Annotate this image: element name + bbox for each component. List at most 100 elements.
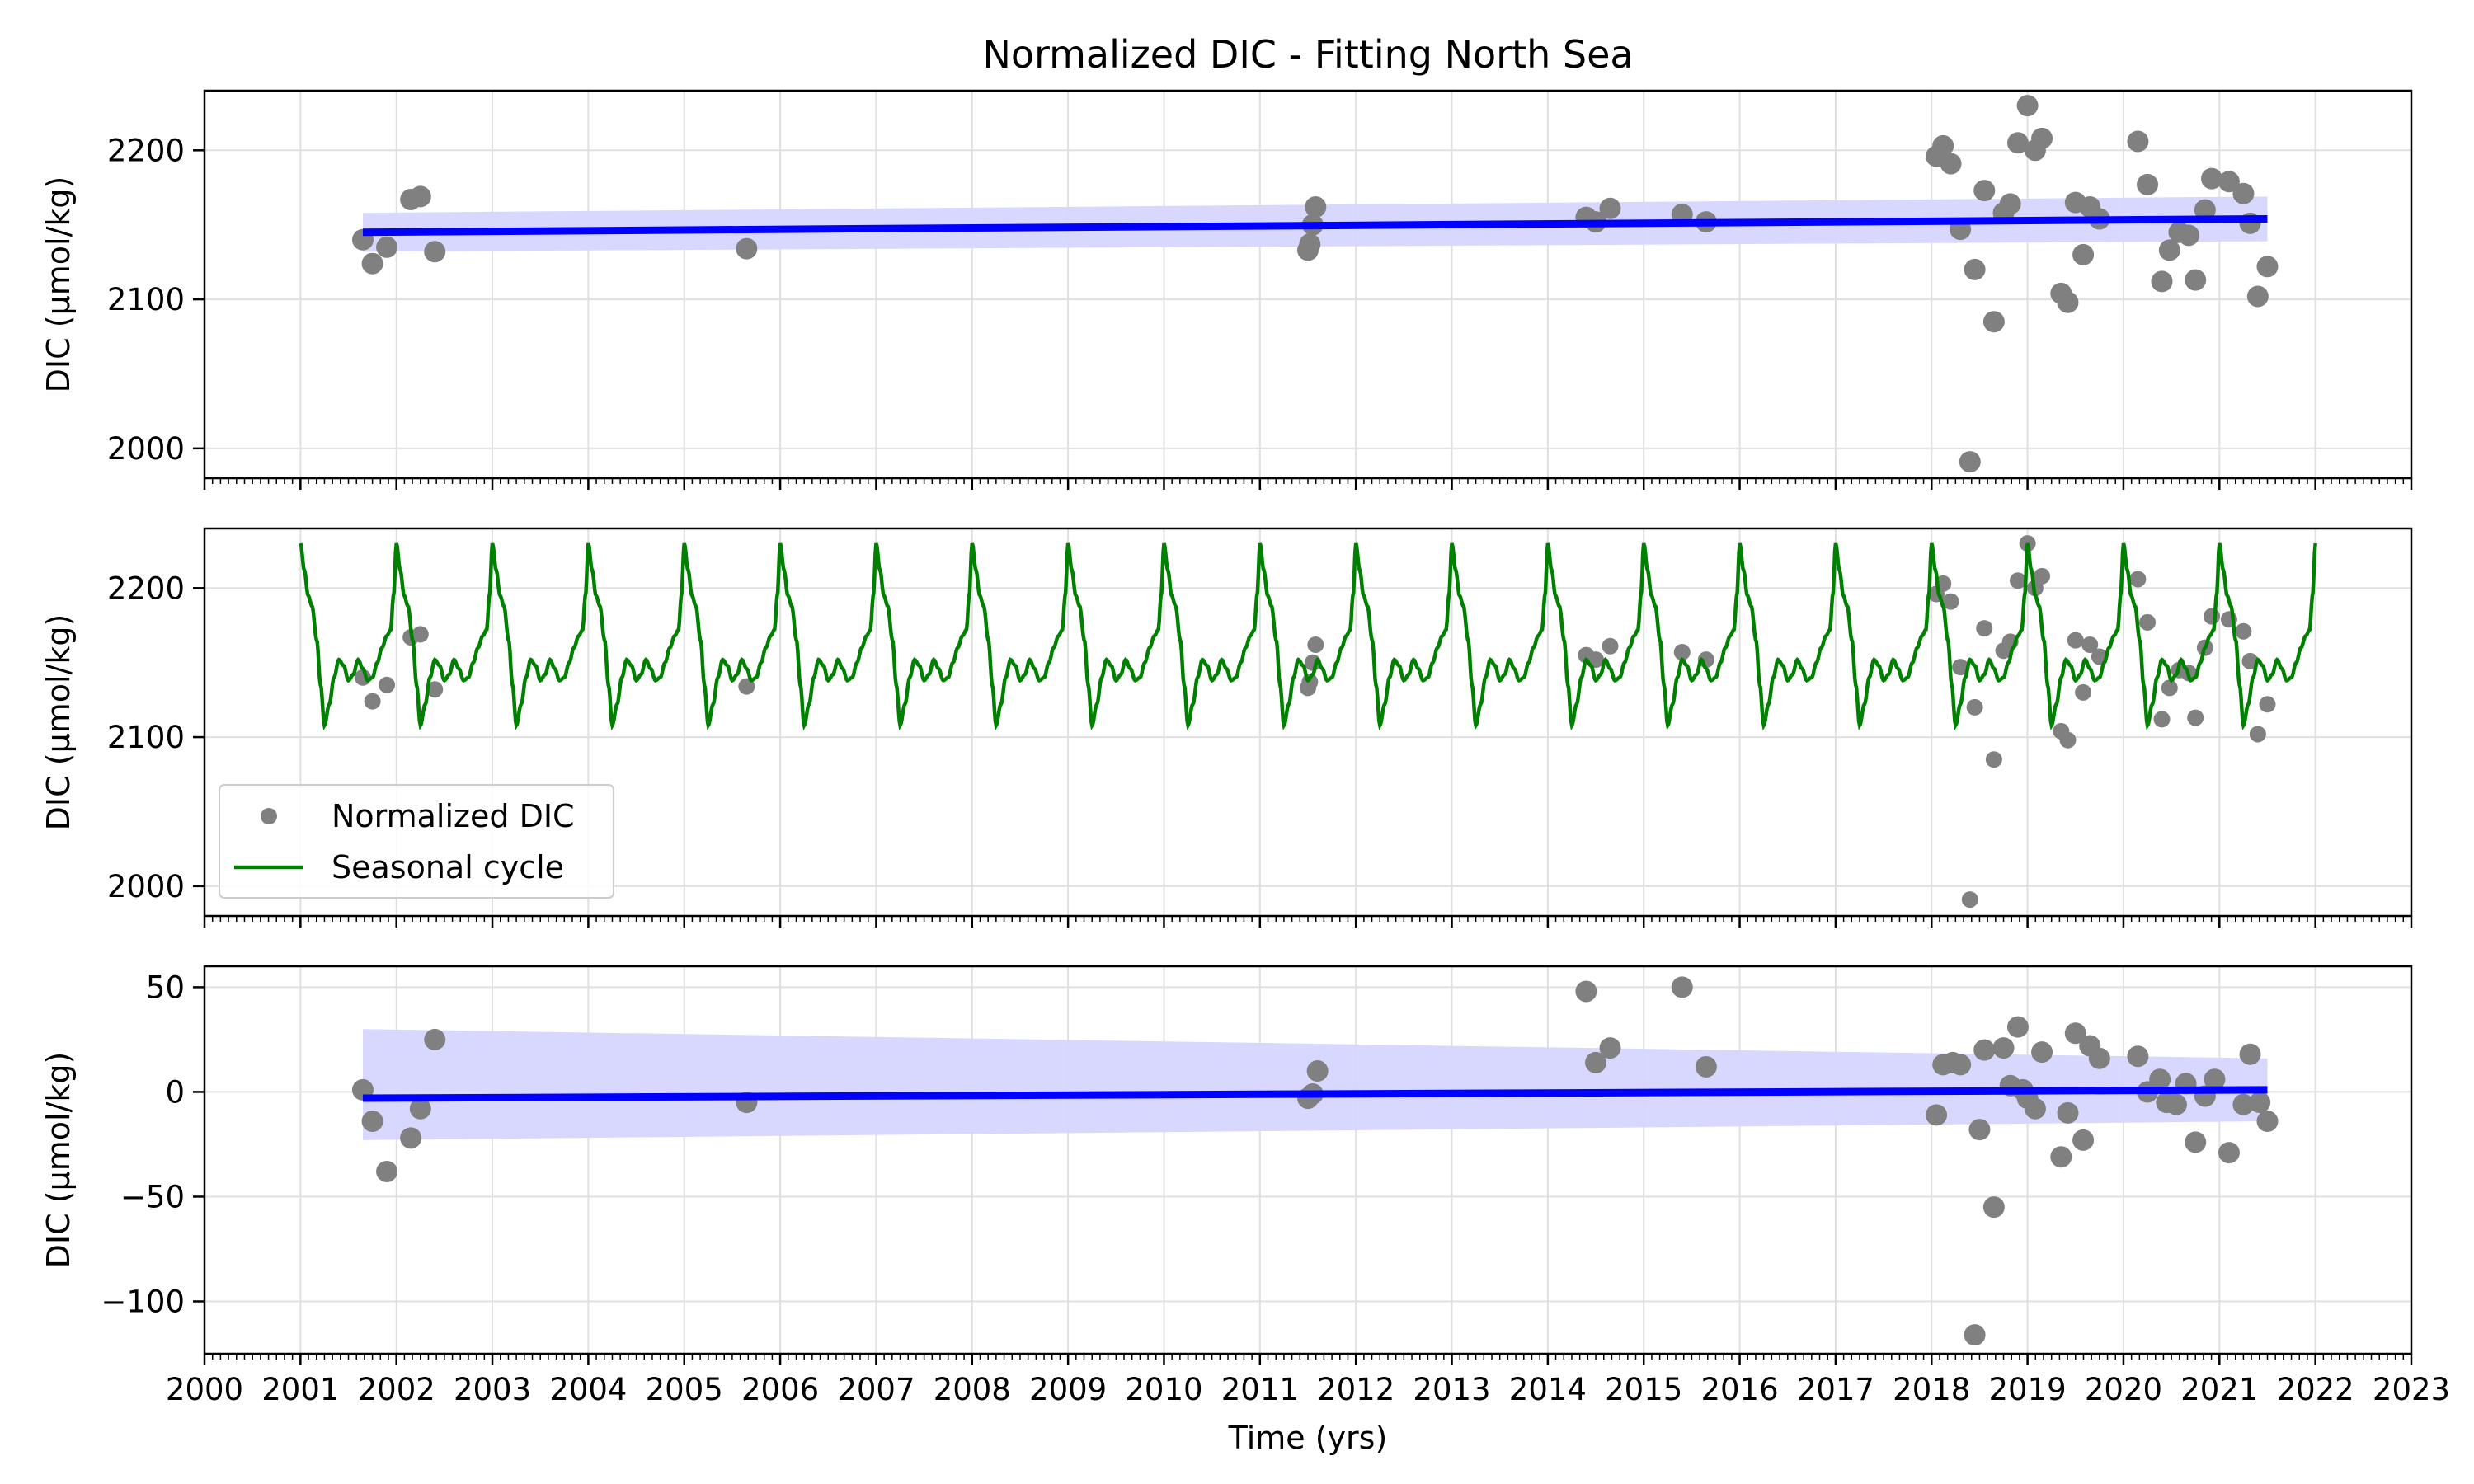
data-point — [1587, 651, 1605, 669]
data-point — [2204, 1068, 2226, 1091]
data-point — [376, 236, 398, 258]
data-point — [1599, 197, 1621, 219]
data-point — [2246, 285, 2269, 308]
data-point — [2064, 1022, 2086, 1045]
data-point — [424, 241, 446, 263]
data-point — [1985, 751, 2002, 768]
data-point — [2259, 696, 2276, 713]
data-point — [361, 1111, 383, 1132]
data-point — [2256, 1111, 2279, 1132]
x-tick-label: 2021 — [2180, 1372, 2258, 1407]
data-point — [2239, 1043, 2261, 1065]
panel-middle: 2000 2100 2200 DIC (µmol/kg) Normalized DIC S… — [40, 527, 2413, 928]
x-tick-label: 2012 — [1317, 1372, 1395, 1407]
data-point — [2153, 711, 2171, 728]
chart-title: Normalized DIC - Fitting North Sea — [982, 32, 1633, 77]
x-tick-label: 2009 — [1029, 1372, 1107, 1407]
data-point — [1307, 636, 1324, 653]
x-tick-label: 2003 — [454, 1372, 531, 1407]
data-point — [409, 1097, 431, 1120]
data-point — [2006, 132, 2029, 154]
x-tick-label: 2013 — [1413, 1372, 1490, 1407]
data-point — [409, 186, 431, 208]
data-point — [1673, 644, 1691, 661]
data-point — [2232, 1093, 2255, 1115]
data-point — [2059, 731, 2077, 749]
data-point — [2178, 224, 2200, 247]
y-tick-label: 2200 — [107, 571, 185, 606]
y-axis-label: DIC (µmol/kg) — [40, 176, 77, 393]
data-point — [1968, 1119, 1991, 1141]
data-point — [2057, 291, 2079, 313]
data-point — [2072, 243, 2095, 265]
data-point — [1992, 1037, 2015, 1059]
panel-top: 2000 2100 2200 DIC (µmol/kg) — [40, 89, 2413, 490]
data-point — [2024, 1097, 2046, 1120]
data-point — [376, 1160, 398, 1182]
data-point — [1695, 1055, 1717, 1078]
x-tick-label: 2002 — [358, 1372, 435, 1407]
x-tick-label: 2001 — [261, 1372, 339, 1407]
data-point — [424, 1028, 446, 1050]
data-point — [361, 252, 383, 275]
data-point — [1973, 1039, 1996, 1061]
x-tick-label: 2007 — [837, 1372, 915, 1407]
x-tick-label: 2022 — [2277, 1372, 2354, 1407]
y-tick-label: −50 — [120, 1179, 185, 1214]
data-point — [1976, 620, 1993, 637]
data-point — [2075, 683, 2092, 701]
data-point — [412, 626, 429, 643]
legend: Normalized DIC Seasonal cycle — [219, 784, 614, 899]
data-point — [2218, 1142, 2240, 1164]
trend-line — [362, 214, 2268, 237]
data-point — [2185, 269, 2207, 291]
data-point — [2218, 171, 2240, 193]
data-point — [1982, 1196, 2005, 1219]
x-tick-label: 2015 — [1605, 1372, 1682, 1407]
legend-frame — [219, 784, 614, 899]
y-axis-label: DIC (µmol/kg) — [40, 614, 77, 831]
data-point — [1964, 258, 1986, 280]
data-point — [1575, 980, 1597, 1003]
data-point — [1961, 891, 1978, 909]
data-point — [1585, 1051, 1607, 1073]
data-point — [1942, 593, 1959, 610]
data-point — [2137, 173, 2159, 195]
data-point — [2158, 239, 2180, 261]
data-point — [1926, 1104, 1948, 1126]
x-tick-label: 2010 — [1125, 1372, 1202, 1407]
data-point — [2235, 622, 2252, 640]
data-point — [2127, 130, 2149, 153]
data-point — [2067, 632, 2084, 649]
x-tick-label: 2011 — [1221, 1372, 1299, 1407]
data-point — [2256, 256, 2279, 278]
data-point — [2149, 1068, 2171, 1091]
data-point — [2072, 1129, 2095, 1151]
data-point — [1602, 637, 1619, 655]
data-point — [2050, 1146, 2072, 1168]
panel-bottom: 50 0 −50 −100 DIC (µmol/kg) 2000 2001 2002 2003 2… — [40, 965, 2450, 1407]
y-tick-label: 2100 — [107, 282, 185, 317]
x-tick-label: 2017 — [1797, 1372, 1874, 1407]
data-point — [1671, 976, 1693, 998]
data-point — [400, 1127, 422, 1149]
y-tick-label: 2200 — [107, 133, 185, 168]
legend-label-seasonal: Seasonal cycle — [332, 849, 564, 885]
y-tick-label: 2000 — [107, 869, 185, 904]
data-point — [736, 237, 758, 260]
data-point — [2194, 199, 2216, 221]
data-point — [2057, 1101, 2079, 1124]
data-point — [2129, 571, 2147, 588]
data-point — [2016, 95, 2039, 117]
y-tick-label: 2000 — [107, 431, 185, 467]
data-point — [1305, 196, 1327, 218]
x-tick-label: 2004 — [549, 1372, 627, 1407]
x-tick-label: 2005 — [646, 1372, 723, 1407]
data-point — [2203, 608, 2220, 625]
data-point — [1306, 1060, 1329, 1082]
data-point — [1982, 311, 2005, 333]
legend-marker-points — [261, 808, 277, 824]
data-point — [1932, 134, 1954, 157]
y-tick-label: 50 — [146, 970, 185, 1005]
